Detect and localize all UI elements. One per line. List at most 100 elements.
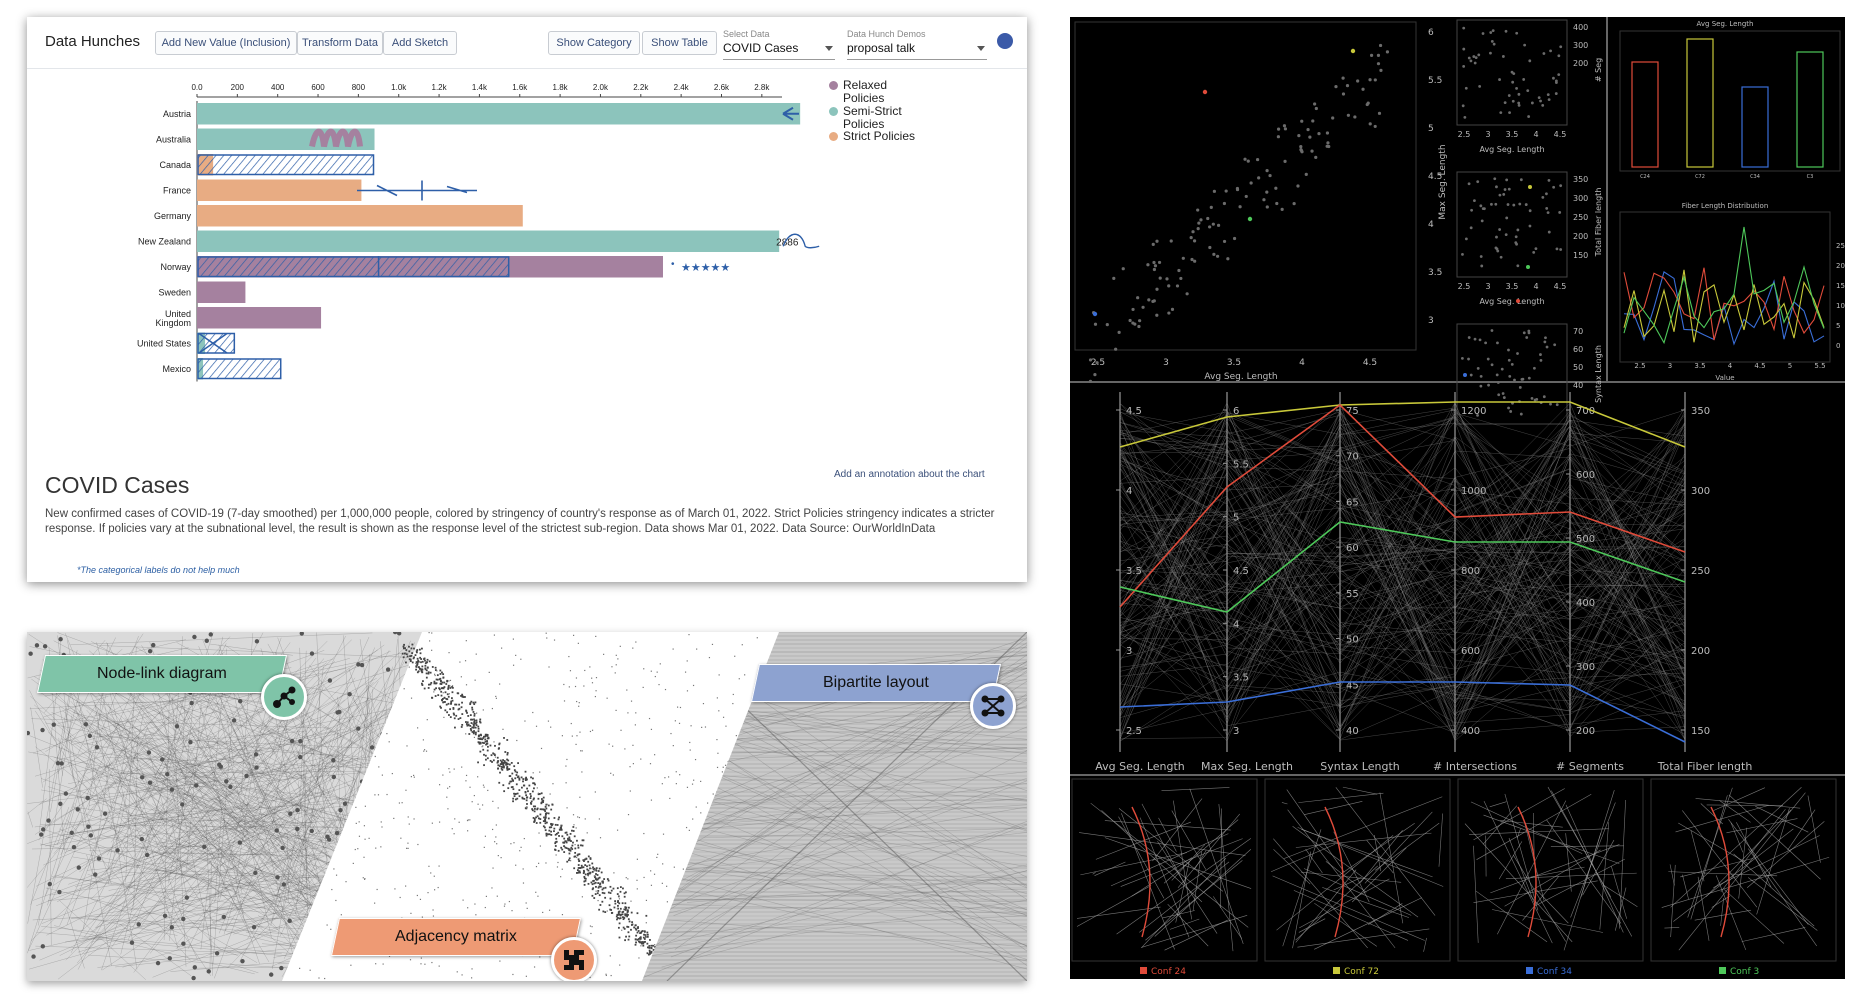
matrix-cell [425, 676, 428, 679]
select-data-dropdown[interactable]: COVID Cases [723, 41, 835, 60]
scatter-point-highlight [1247, 216, 1253, 222]
edge [279, 701, 395, 937]
matrix-cell [434, 889, 436, 891]
matrix-cell [694, 758, 697, 761]
small-scatter-point [1511, 80, 1515, 84]
show-category-button[interactable]: Show Category [548, 31, 640, 55]
x-tick-label: 1.6k [512, 83, 528, 92]
matrix-cell [627, 913, 629, 916]
add-new-value-button[interactable]: Add New Value (Inclusion) [155, 31, 297, 55]
matrix-cell [498, 743, 501, 746]
scatter-point [1152, 260, 1156, 265]
pc-tick-label: 65 [1346, 497, 1359, 508]
edge [163, 893, 222, 951]
matrix-cell [443, 686, 446, 688]
matrix-cell [606, 697, 608, 699]
y-tick-label: Sweden [158, 287, 191, 297]
matrix-cell [501, 647, 503, 649]
node [399, 767, 404, 772]
small-scatter-point [1546, 93, 1550, 97]
edge [70, 632, 373, 645]
edge [144, 897, 315, 953]
fiber [1664, 927, 1680, 929]
matrix-cell [609, 885, 612, 888]
matrix-cell [510, 780, 513, 783]
edge [200, 705, 244, 918]
small-scatter-point [1464, 86, 1468, 90]
fiber [1297, 928, 1430, 948]
edge [74, 853, 237, 887]
matrix-cell [664, 688, 667, 691]
matrix-cell [446, 796, 448, 798]
fiber [1173, 800, 1192, 920]
matrix-cell [450, 700, 453, 703]
edge [108, 851, 330, 891]
small-scatter-point [1507, 358, 1511, 362]
scatter-point [1366, 101, 1370, 105]
small-scatter-point [1487, 383, 1490, 387]
node [63, 791, 69, 796]
scatter-point [1114, 347, 1118, 351]
pc-highlight-line [1119, 401, 1686, 448]
matrix-cell [584, 877, 587, 880]
node [47, 881, 52, 887]
matrix-cell [354, 848, 356, 851]
node [421, 824, 422, 830]
edge [144, 735, 166, 813]
matrix-cell [500, 760, 503, 763]
node [34, 643, 40, 648]
node [342, 971, 347, 977]
matrix-cell [453, 833, 455, 835]
edge [106, 756, 398, 770]
matrix-cell [454, 703, 457, 706]
matrix-cell [692, 818, 694, 820]
node [253, 870, 258, 876]
edge [45, 670, 151, 896]
scatter-point [1212, 189, 1216, 193]
bar-category: C24 [1640, 174, 1650, 180]
matrix-cell [483, 742, 485, 744]
transform-data-button[interactable]: Transform Data [297, 31, 383, 55]
add-annotation-link[interactable]: Add an annotation about the chart [834, 469, 985, 480]
node [281, 882, 287, 887]
matrix-cell [479, 808, 481, 810]
matrix-cell [541, 798, 543, 800]
matrix-cell [579, 731, 581, 733]
edge [54, 717, 410, 797]
matrix-cell [503, 761, 506, 764]
node [59, 761, 64, 766]
node [319, 911, 325, 916]
matrix-cell [571, 848, 574, 850]
y-tick-label: Mexico [162, 364, 191, 374]
matrix-cell [627, 926, 630, 928]
edge [87, 865, 127, 889]
matrix-cell [695, 806, 697, 808]
pc-line [1119, 467, 1686, 640]
matrix-cell [618, 917, 621, 920]
matrix-cell [457, 708, 460, 711]
matrix-cell [594, 893, 597, 895]
matrix-cell [598, 818, 600, 820]
matrix-cell [650, 870, 652, 872]
matrix-cell [446, 679, 449, 682]
matrix-cell [442, 774, 444, 776]
y-tick-label: United States [137, 338, 192, 348]
edge [371, 739, 418, 860]
matrix-cell [569, 860, 572, 862]
pc-line [1119, 606, 1686, 702]
fiber [1167, 903, 1209, 947]
matrix-cell [589, 976, 591, 979]
matrix-cell [595, 690, 597, 692]
show-table-button[interactable]: Show Table [642, 31, 717, 55]
matrix-cell [582, 869, 585, 872]
add-sketch-button[interactable]: Add Sketch [383, 31, 457, 55]
pc-line [1119, 418, 1686, 656]
small-scatter-point [1525, 336, 1529, 339]
edge [250, 753, 339, 776]
matrix-cell [448, 714, 450, 716]
demos-dropdown[interactable]: proposal talk [847, 41, 987, 60]
user-avatar-icon[interactable] [997, 33, 1013, 49]
edge [27, 758, 405, 804]
edge [124, 689, 174, 747]
matrix-cell [617, 658, 619, 660]
